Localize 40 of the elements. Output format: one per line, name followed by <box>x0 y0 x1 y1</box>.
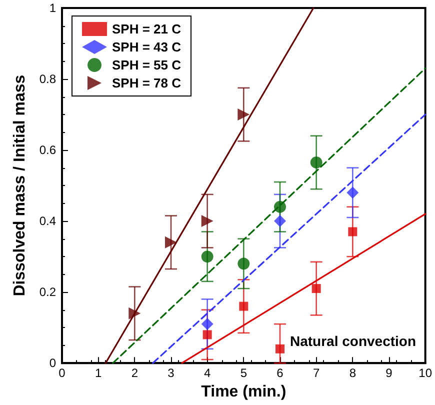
y-axis-title: Dissolved mass / Initial mass <box>12 74 28 296</box>
point <box>238 258 250 270</box>
y-tick-label: 0.6 <box>39 143 56 158</box>
x-tick-label: 4 <box>204 366 211 380</box>
x-tick-label: 3 <box>168 366 175 380</box>
point <box>202 330 212 340</box>
x-tick-label: 7 <box>312 366 320 380</box>
x-tick-label: 8 <box>349 366 356 380</box>
y-tick-label: 0.4 <box>39 214 56 228</box>
point <box>239 302 248 311</box>
legend-label: SPH = 43 C <box>112 40 182 54</box>
point <box>310 156 322 168</box>
point <box>238 108 250 121</box>
point <box>201 215 214 228</box>
x-tick-label: 0 <box>58 366 66 380</box>
point <box>274 200 286 213</box>
legend-label: SPH = 21 C <box>112 22 182 36</box>
point <box>275 344 284 354</box>
y-tick-label: 0 <box>49 356 56 370</box>
point <box>201 318 214 330</box>
legend-label: SPH = 55 C <box>112 58 182 72</box>
x-tick-label: 2 <box>131 366 138 380</box>
point <box>346 186 359 199</box>
point <box>312 284 321 294</box>
x-tick-label: 9 <box>386 366 393 380</box>
point <box>348 227 358 236</box>
x-tick-label: 5 <box>240 366 248 380</box>
x-tick-label: 10 <box>418 366 432 380</box>
x-tick-label: 1 <box>94 366 102 380</box>
y-tick-label: 1 <box>49 1 56 15</box>
x-axis-title: Time (min.) <box>201 384 286 400</box>
legend-label: SPH = 78 C <box>112 76 182 90</box>
point <box>201 250 214 263</box>
point <box>128 307 141 320</box>
x-tick-label: 6 <box>276 366 284 380</box>
point <box>274 215 286 228</box>
y-tick-label: 0.8 <box>39 72 56 86</box>
y-tick-label: 0.2 <box>39 285 56 300</box>
point <box>165 236 177 248</box>
annotation: Natural convection <box>290 332 416 349</box>
